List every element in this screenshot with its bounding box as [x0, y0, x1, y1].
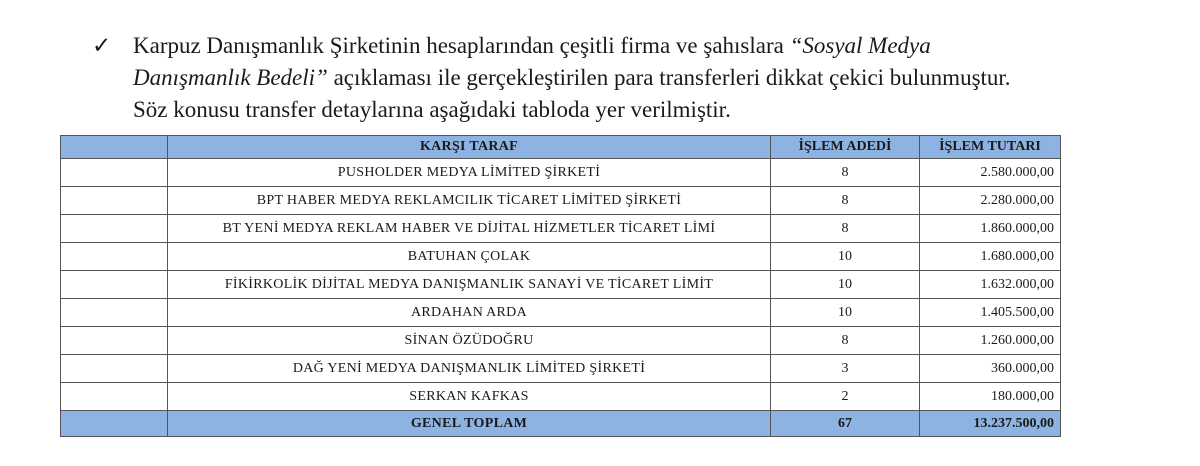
counterparty-cell: FİKİRKOLİK DİJİTAL MEDYA DANIŞMANLIK SAN…	[167, 270, 771, 299]
checkmark-icon: ✓	[92, 33, 112, 58]
amount-cell: 2.280.000,00	[919, 186, 1061, 215]
header-blank	[60, 135, 168, 159]
counterparty-cell: SİNAN ÖZÜDOĞRU	[167, 326, 771, 355]
total-blank-cell	[60, 410, 168, 437]
counterparty-cell: SERKAN KAFKAS	[167, 382, 771, 411]
row-blank-cell	[60, 354, 168, 383]
table-row: DAĞ YENİ MEDYA DANIŞMANLIK LİMİTED ŞİRKE…	[60, 354, 1061, 383]
count-cell: 8	[770, 214, 920, 243]
row-blank-cell	[60, 270, 168, 299]
amount-cell: 1.680.000,00	[919, 242, 1061, 271]
total-label: GENEL TOPLAM	[167, 410, 771, 437]
total-row: GENEL TOPLAM 67 13.237.500,00	[60, 410, 1061, 437]
row-blank-cell	[60, 242, 168, 271]
amount-cell: 2.580.000,00	[919, 158, 1061, 187]
count-cell: 8	[770, 186, 920, 215]
amount-cell: 1.632.000,00	[919, 270, 1061, 299]
counterparty-cell: BPT HABER MEDYA REKLAMCILIK TİCARET LİMİ…	[167, 186, 771, 215]
table-row: SİNAN ÖZÜDOĞRU 8 1.260.000,00	[60, 326, 1061, 355]
intro-paragraph: Karpuz Danışmanlık Şirketinin hesapların…	[133, 30, 1033, 126]
count-cell: 10	[770, 242, 920, 271]
paragraph-italic: “Sosyal Medya Danışmanlık Bedeli”	[133, 33, 931, 90]
header-count: İŞLEM ADEDİ	[770, 135, 920, 159]
count-cell: 10	[770, 298, 920, 327]
count-cell: 10	[770, 270, 920, 299]
header-counterparty: KARŞI TARAF	[167, 135, 771, 159]
table-row: ARDAHAN ARDA 10 1.405.500,00	[60, 298, 1061, 327]
counterparty-cell: DAĞ YENİ MEDYA DANIŞMANLIK LİMİTED ŞİRKE…	[167, 354, 771, 383]
amount-cell: 1.860.000,00	[919, 214, 1061, 243]
row-blank-cell	[60, 326, 168, 355]
count-cell: 2	[770, 382, 920, 411]
row-blank-cell	[60, 382, 168, 411]
table-row: BT YENİ MEDYA REKLAM HABER VE DİJİTAL Hİ…	[60, 214, 1061, 243]
amount-cell: 360.000,00	[919, 354, 1061, 383]
table-row: FİKİRKOLİK DİJİTAL MEDYA DANIŞMANLIK SAN…	[60, 270, 1061, 299]
row-blank-cell	[60, 186, 168, 215]
count-cell: 8	[770, 158, 920, 187]
row-blank-cell	[60, 214, 168, 243]
table-row: BPT HABER MEDYA REKLAMCILIK TİCARET LİMİ…	[60, 186, 1061, 215]
table-header: KARŞI TARAF İŞLEM ADEDİ İŞLEM TUTARI	[60, 135, 1061, 159]
row-blank-cell	[60, 298, 168, 327]
header-amount: İŞLEM TUTARI	[919, 135, 1061, 159]
count-cell: 3	[770, 354, 920, 383]
table-row: BATUHAN ÇOLAK 10 1.680.000,00	[60, 242, 1061, 271]
counterparty-cell: BT YENİ MEDYA REKLAM HABER VE DİJİTAL Hİ…	[167, 214, 771, 243]
transfer-table: KARŞI TARAF İŞLEM ADEDİ İŞLEM TUTARI PUS…	[60, 135, 1061, 437]
paragraph-text: Karpuz Danışmanlık Şirketinin hesapların…	[133, 33, 790, 58]
paragraph-text-end: açıklaması ile gerçekleştirilen para tra…	[133, 65, 1011, 122]
amount-cell: 1.405.500,00	[919, 298, 1061, 327]
table-row: SERKAN KAFKAS 2 180.000,00	[60, 382, 1061, 411]
table-row: PUSHOLDER MEDYA LİMİTED ŞİRKETİ 8 2.580.00…	[60, 158, 1061, 187]
counterparty-cell: BATUHAN ÇOLAK	[167, 242, 771, 271]
total-amount: 13.237.500,00	[919, 410, 1061, 437]
counterparty-cell: ARDAHAN ARDA	[167, 298, 771, 327]
counterparty-cell: PUSHOLDER MEDYA LİMİTED ŞİRKETİ	[167, 158, 771, 187]
count-cell: 8	[770, 326, 920, 355]
row-blank-cell	[60, 158, 168, 187]
amount-cell: 180.000,00	[919, 382, 1061, 411]
amount-cell: 1.260.000,00	[919, 326, 1061, 355]
total-count: 67	[770, 410, 920, 437]
